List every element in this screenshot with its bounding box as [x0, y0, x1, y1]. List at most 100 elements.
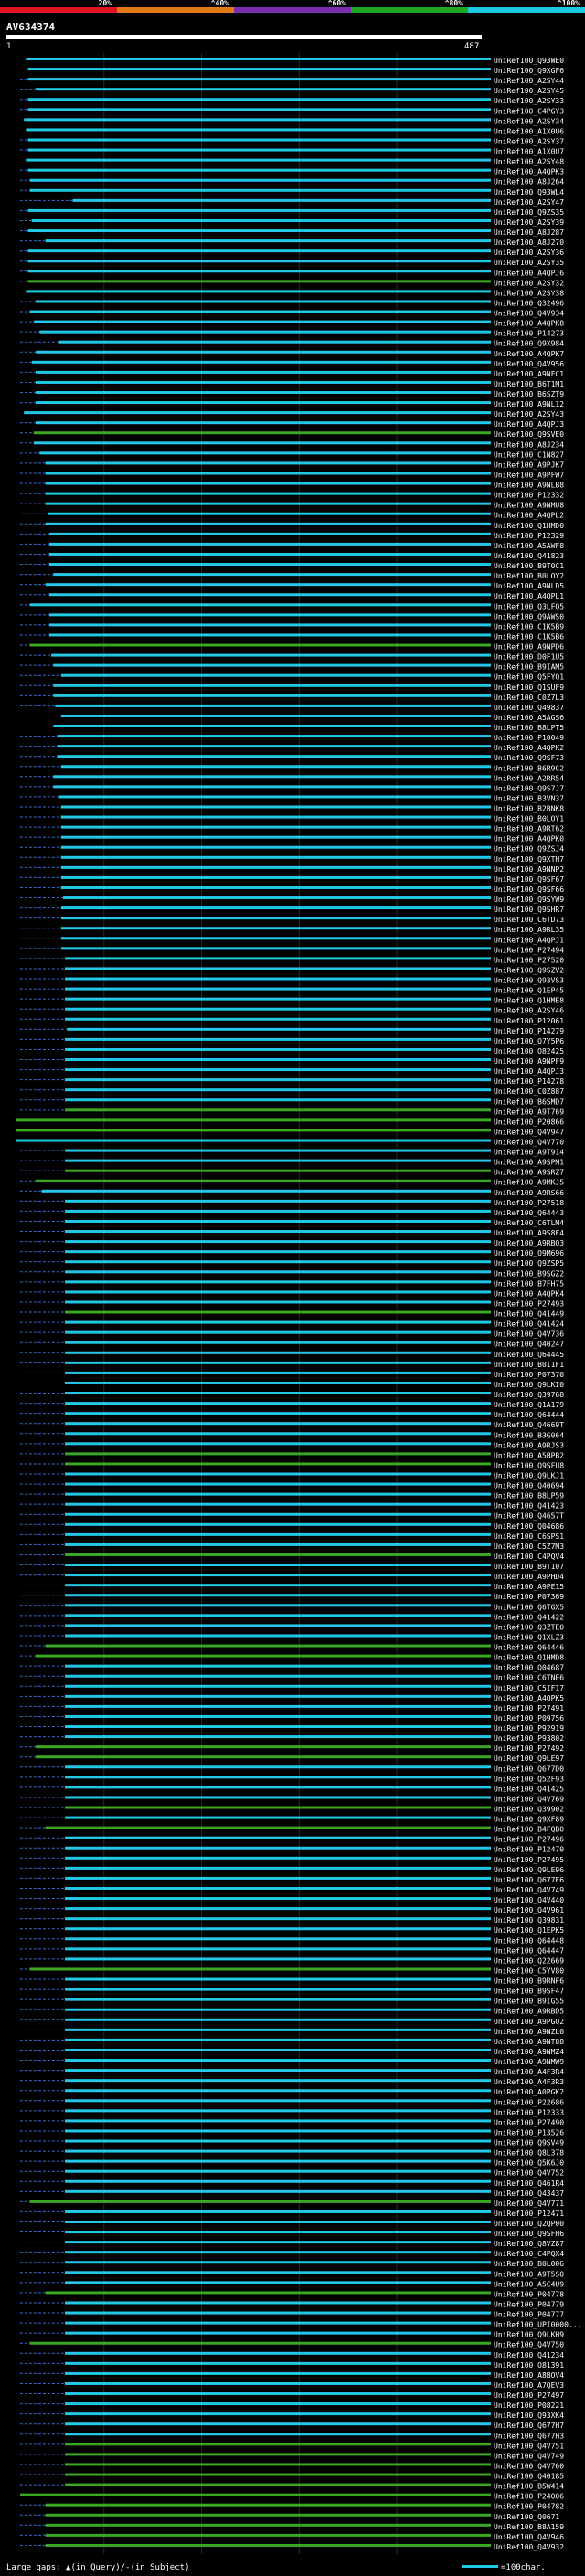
hit-label: UniRef100_A9NT88: [494, 2038, 564, 2046]
hit-label: UniRef100_A9NZL0: [494, 2028, 564, 2036]
hit-label: UniRef100_B3G064: [494, 1431, 564, 1439]
hit-bar: [27, 249, 492, 253]
hit-bar: [45, 492, 491, 495]
hit-label: UniRef100_Q677H3: [494, 2432, 564, 2440]
hit-label: UniRef100_B3VN37: [494, 794, 564, 802]
hit-label: UniRef100_Q22669: [494, 1956, 564, 1965]
hit-bar: [65, 1392, 492, 1395]
hit-label: UniRef100_A8J234: [494, 440, 564, 449]
hit-bar: [24, 118, 491, 122]
hit-label: UniRef100_Q1HMD0: [494, 522, 564, 530]
hit-label: UniRef100_A2SY43: [494, 410, 564, 419]
legend-scale-swatch: [462, 2565, 498, 2568]
hit-bar: [65, 1260, 492, 1264]
hit-bar: [65, 1684, 492, 1688]
hit-bar: [45, 583, 491, 587]
hit-bar: [27, 168, 492, 172]
hit-bar: [65, 1553, 492, 1556]
hit-label: UniRef100_A9NLD5: [494, 582, 564, 590]
hit-label: UniRef100_B7FH75: [494, 1279, 564, 1288]
hit-bar: [36, 401, 491, 405]
hit-label: UniRef100_Q9LE97: [494, 1754, 564, 1763]
hit-bar: [29, 1967, 491, 1971]
hit-label: UniRef100_Q9LE96: [494, 1866, 564, 1874]
hit-label: UniRef100_A2SY39: [494, 218, 564, 227]
hit-bar: [27, 280, 492, 283]
hit-bar: [65, 1402, 492, 1405]
hit-label: UniRef100_Q1XLZ3: [494, 1633, 564, 1641]
hit-label: UniRef100_Q41425: [494, 1785, 564, 1793]
hit-label: UniRef100_P20866: [494, 1118, 564, 1126]
hit-bar: [65, 997, 492, 1001]
hit-bar: [65, 2271, 492, 2274]
hit-bar: [27, 229, 492, 233]
hit-bar: [65, 2139, 492, 2143]
hit-label: UniRef100_A4QPK7: [494, 350, 564, 358]
hit-label: UniRef100_P27494: [494, 946, 564, 954]
hit-label: UniRef100_Q9XF89: [494, 1816, 564, 1824]
hit-bar: [45, 522, 491, 525]
hit-label: UniRef100_Q39902: [494, 1806, 564, 1814]
hit-label: UniRef100_C1N827: [494, 451, 564, 459]
hit-label: UniRef100_A9RBQ3: [494, 1239, 564, 1247]
hit-label: UniRef100_A4QPJ1: [494, 936, 564, 944]
hit-label: UniRef100_B6SMD7: [494, 1097, 564, 1106]
hit-label: UniRef100_Q9LKI0: [494, 1381, 564, 1389]
scale-label: 20%: [99, 0, 112, 7]
hit-label: UniRef100_C6TLM4: [494, 1219, 564, 1227]
hit-bar: [65, 1492, 492, 1496]
hit-bar: [65, 1442, 492, 1446]
hit-label: UniRef100_P14273: [494, 330, 564, 338]
hit-label: UniRef100_Q4V749: [494, 1886, 564, 1894]
hit-bar: [47, 512, 491, 515]
hit-label: UniRef100_C1K5B6: [494, 632, 564, 641]
hit-label: UniRef100_C4PQX4: [494, 2250, 564, 2258]
hit-label: UniRef100_P92919: [494, 1724, 564, 1733]
hit-bar: [65, 2473, 492, 2476]
hit-label: UniRef100_Q8L378: [494, 2149, 564, 2157]
hit-label: UniRef100_B6SZT9: [494, 390, 564, 398]
hit-bar: [65, 1270, 492, 1274]
hit-bar: [29, 188, 491, 192]
hit-label: UniRef100_Q4V771: [494, 2200, 564, 2208]
hit-bar: [65, 2079, 492, 2083]
hit-bar: [65, 2453, 492, 2456]
scale-label: ^40%: [211, 0, 229, 7]
hit-bar: [65, 2109, 492, 2113]
hit-label: UniRef100_Q41423: [494, 1502, 564, 1511]
hit-label: UniRef100_Q7Y5P6: [494, 1037, 564, 1045]
hit-label: UniRef100_Q3ZTE0: [494, 1623, 564, 1631]
hit-bar: [65, 2463, 492, 2466]
hit-bar: [29, 643, 491, 647]
hit-bar: [65, 2159, 492, 2163]
hit-label: UniRef100_A2SY32: [494, 279, 564, 287]
hit-bar: [65, 1280, 492, 1284]
hit-bar: [65, 2048, 492, 2051]
hit-bar: [26, 58, 492, 60]
hit-bar: [65, 1897, 492, 1901]
hit-bar: [65, 1957, 492, 1961]
hit-label: UniRef100_Q9ZS35: [494, 208, 564, 217]
hit-bar: [65, 2331, 492, 2335]
hit-label: UniRef100_Q5K6J0: [494, 2159, 564, 2168]
hit-label: UniRef100_Q4V932: [494, 2543, 564, 2551]
hit-bar: [45, 2513, 491, 2517]
hit-bar: [65, 2059, 492, 2062]
hit-label: UniRef100_Q9S7J7: [494, 784, 564, 792]
hit-label: UniRef100_A4QPJ3: [494, 420, 564, 429]
hit-label: UniRef100_A2SY35: [494, 259, 564, 267]
hit-label: UniRef100_P04779: [494, 2300, 564, 2308]
hit-label: UniRef100_P12329: [494, 532, 564, 540]
hit-bar: [36, 300, 491, 303]
hit-bar: [65, 1159, 492, 1162]
hit-label: UniRef100_Q3LFQ5: [494, 602, 564, 610]
hit-label: UniRef100_B6T1M1: [494, 380, 564, 388]
hit-label: UniRef100_B2BNK8: [494, 804, 564, 812]
hit-label: UniRef100_B0LOY2: [494, 572, 564, 580]
hit-bar: [65, 1796, 492, 1799]
hit-label: UniRef100_Q4V770: [494, 1138, 564, 1146]
hit-bar: [65, 977, 492, 981]
hit-bar: [65, 2179, 492, 2183]
hit-bar: [58, 795, 492, 799]
hit-label: UniRef100_P10049: [494, 734, 564, 742]
